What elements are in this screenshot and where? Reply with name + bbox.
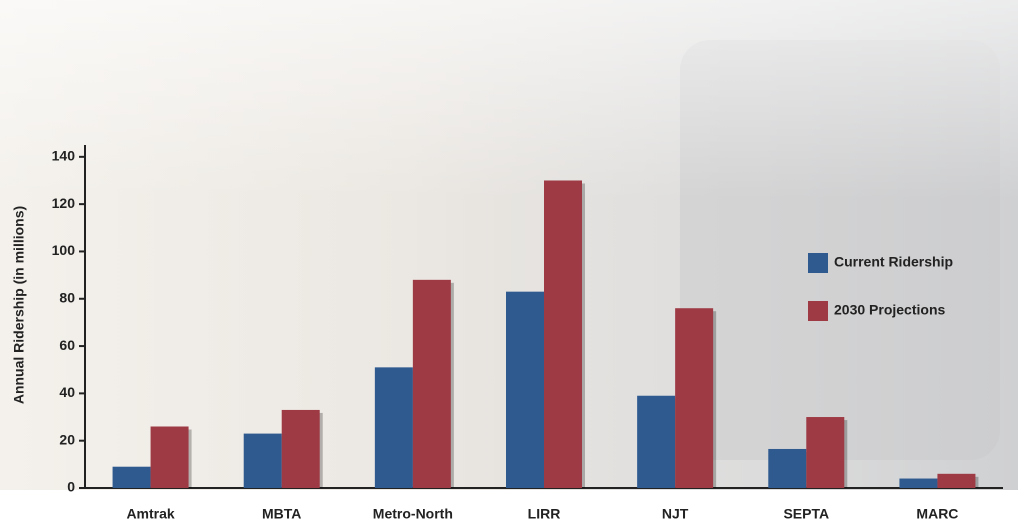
x-tick-label: LIRR <box>528 506 561 522</box>
bar <box>544 180 582 488</box>
x-tick-label: NJT <box>662 506 689 522</box>
bar <box>112 466 151 488</box>
legend-label: 2030 Projections <box>834 302 945 318</box>
y-tick-label: 100 <box>52 242 76 258</box>
y-tick-label: 120 <box>52 195 76 211</box>
label-strip <box>0 490 1018 527</box>
bar <box>937 473 976 488</box>
y-tick-label: 40 <box>59 384 75 400</box>
x-tick-label: MBTA <box>262 506 301 522</box>
bar <box>899 478 938 488</box>
legend-swatch <box>808 301 828 321</box>
y-tick-label: 20 <box>59 431 75 447</box>
bar <box>150 426 189 488</box>
background-fade <box>0 0 1018 200</box>
legend-swatch <box>808 253 828 273</box>
y-tick-label: 60 <box>59 337 75 353</box>
bar <box>506 291 544 488</box>
bar <box>768 448 807 488</box>
bar <box>806 417 845 488</box>
x-tick-label: SEPTA <box>783 506 829 522</box>
y-tick-label: 0 <box>67 479 75 495</box>
legend-label: Current Ridership <box>834 254 953 270</box>
y-tick-label: 140 <box>52 148 76 164</box>
bar <box>281 409 320 488</box>
x-tick-label: Amtrak <box>126 506 174 522</box>
bar <box>675 308 714 488</box>
y-tick-label: 80 <box>59 289 75 305</box>
bar <box>412 279 451 488</box>
x-tick-label: MARC <box>916 506 958 522</box>
bar <box>243 433 282 488</box>
x-tick-label: Metro-North <box>373 506 453 522</box>
y-axis-label: Annual Ridership (in millions) <box>11 206 27 404</box>
bar <box>374 367 413 488</box>
bar <box>637 395 676 488</box>
